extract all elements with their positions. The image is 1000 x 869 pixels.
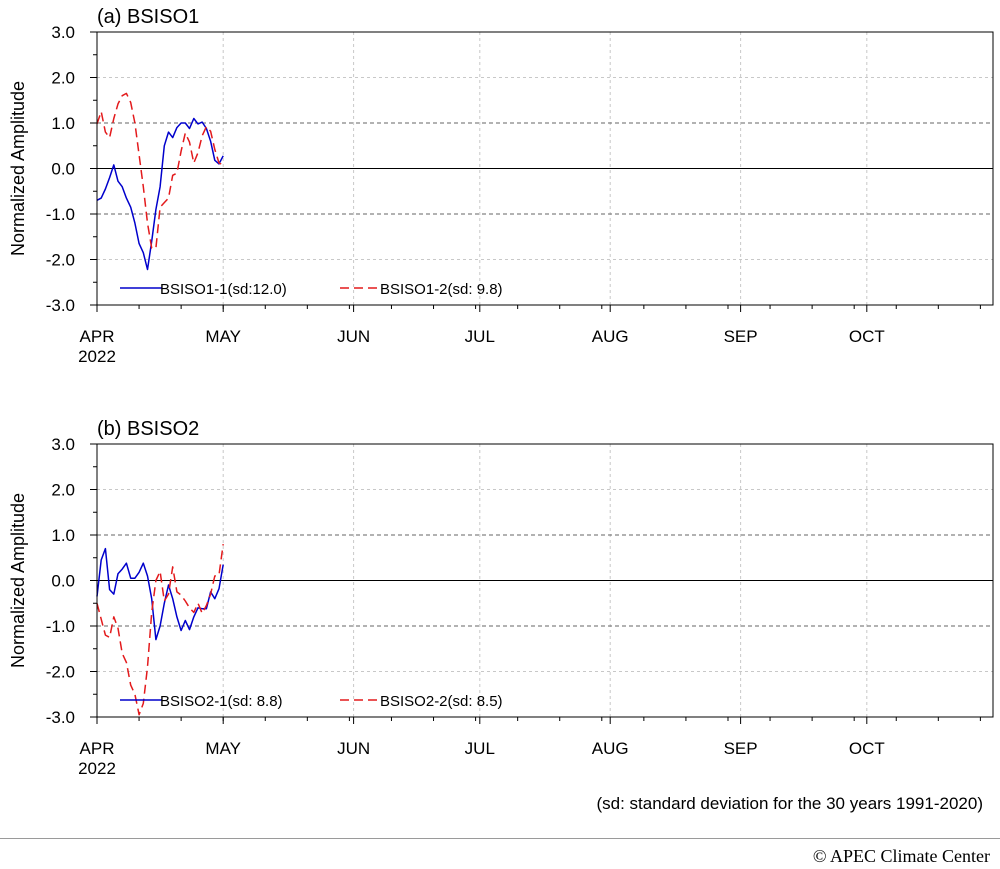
legend-label: BSISO1-2(sd: 9.8) [380, 281, 503, 298]
y-tick-label: -1.0 [46, 617, 75, 636]
x-tick-label: JUN [337, 739, 370, 758]
x-year-label: 2022 [78, 759, 116, 778]
series-line [96, 547, 224, 641]
x-tick-label: JUL [465, 739, 495, 758]
chart-title: (a) BSISO1 [97, 6, 199, 28]
y-axis-label: Normalized Amplitude [8, 493, 28, 668]
plot-frame [96, 31, 994, 306]
y-tick-label: -1.0 [46, 205, 75, 224]
y-tick-label: 0.0 [51, 572, 75, 591]
series-line [96, 92, 224, 249]
x-tick-label: MAY [205, 739, 241, 758]
y-tick-label: -3.0 [46, 708, 75, 727]
y-tick-label: 3.0 [51, 23, 75, 42]
y-tick-label: 1.0 [51, 526, 75, 545]
x-year-label: 2022 [78, 347, 116, 366]
y-tick-label: 0.0 [51, 160, 75, 179]
x-tick-label: APR [80, 739, 115, 758]
legend-label: BSISO2-1(sd: 8.8) [160, 693, 283, 710]
panel-bsiso1: (a) BSISO1 Normalized Amplitude 3.0 2.0 1.0 0… [8, 6, 994, 366]
y-tick-label: 2.0 [51, 481, 75, 500]
y-tick-label: 2.0 [51, 69, 75, 88]
legend-label: BSISO1-1(sd:12.0) [160, 281, 287, 298]
x-tick-label: OCT [849, 327, 885, 346]
y-axis-label: Normalized Amplitude [8, 81, 28, 256]
copyright-icon: © [812, 846, 827, 866]
x-tick-label: OCT [849, 739, 885, 758]
y-tick-label: -2.0 [46, 251, 75, 270]
plot-frame [96, 443, 994, 718]
x-tick-label: AUG [592, 739, 629, 758]
footer-divider [0, 838, 1000, 839]
x-tick-label: AUG [592, 327, 629, 346]
chart-title: (b) BSISO2 [97, 418, 199, 440]
x-tick-label: JUN [337, 327, 370, 346]
y-tick-label: 1.0 [51, 114, 75, 133]
credit: © APEC Climate Center [813, 846, 990, 867]
y-tick-label: -2.0 [46, 663, 75, 682]
y-tick-label: -3.0 [46, 296, 75, 315]
x-tick-label: SEP [724, 327, 758, 346]
panel-bsiso2: (b) BSISO2 Normalized Amplitude 3.0 2.0 1.0 0… [8, 418, 994, 778]
x-tick-label: MAY [205, 327, 241, 346]
x-tick-label: SEP [724, 739, 758, 758]
x-tick-label: APR [80, 327, 115, 346]
footnote: (sd: standard deviation for the 30 years… [596, 794, 983, 813]
series-line [96, 543, 224, 716]
credit-text: APEC Climate Center [830, 846, 990, 866]
y-tick-label: 3.0 [51, 435, 75, 454]
series-line [96, 117, 224, 271]
legend-label: BSISO2-2(sd: 8.5) [380, 693, 503, 710]
x-tick-label: JUL [465, 327, 495, 346]
